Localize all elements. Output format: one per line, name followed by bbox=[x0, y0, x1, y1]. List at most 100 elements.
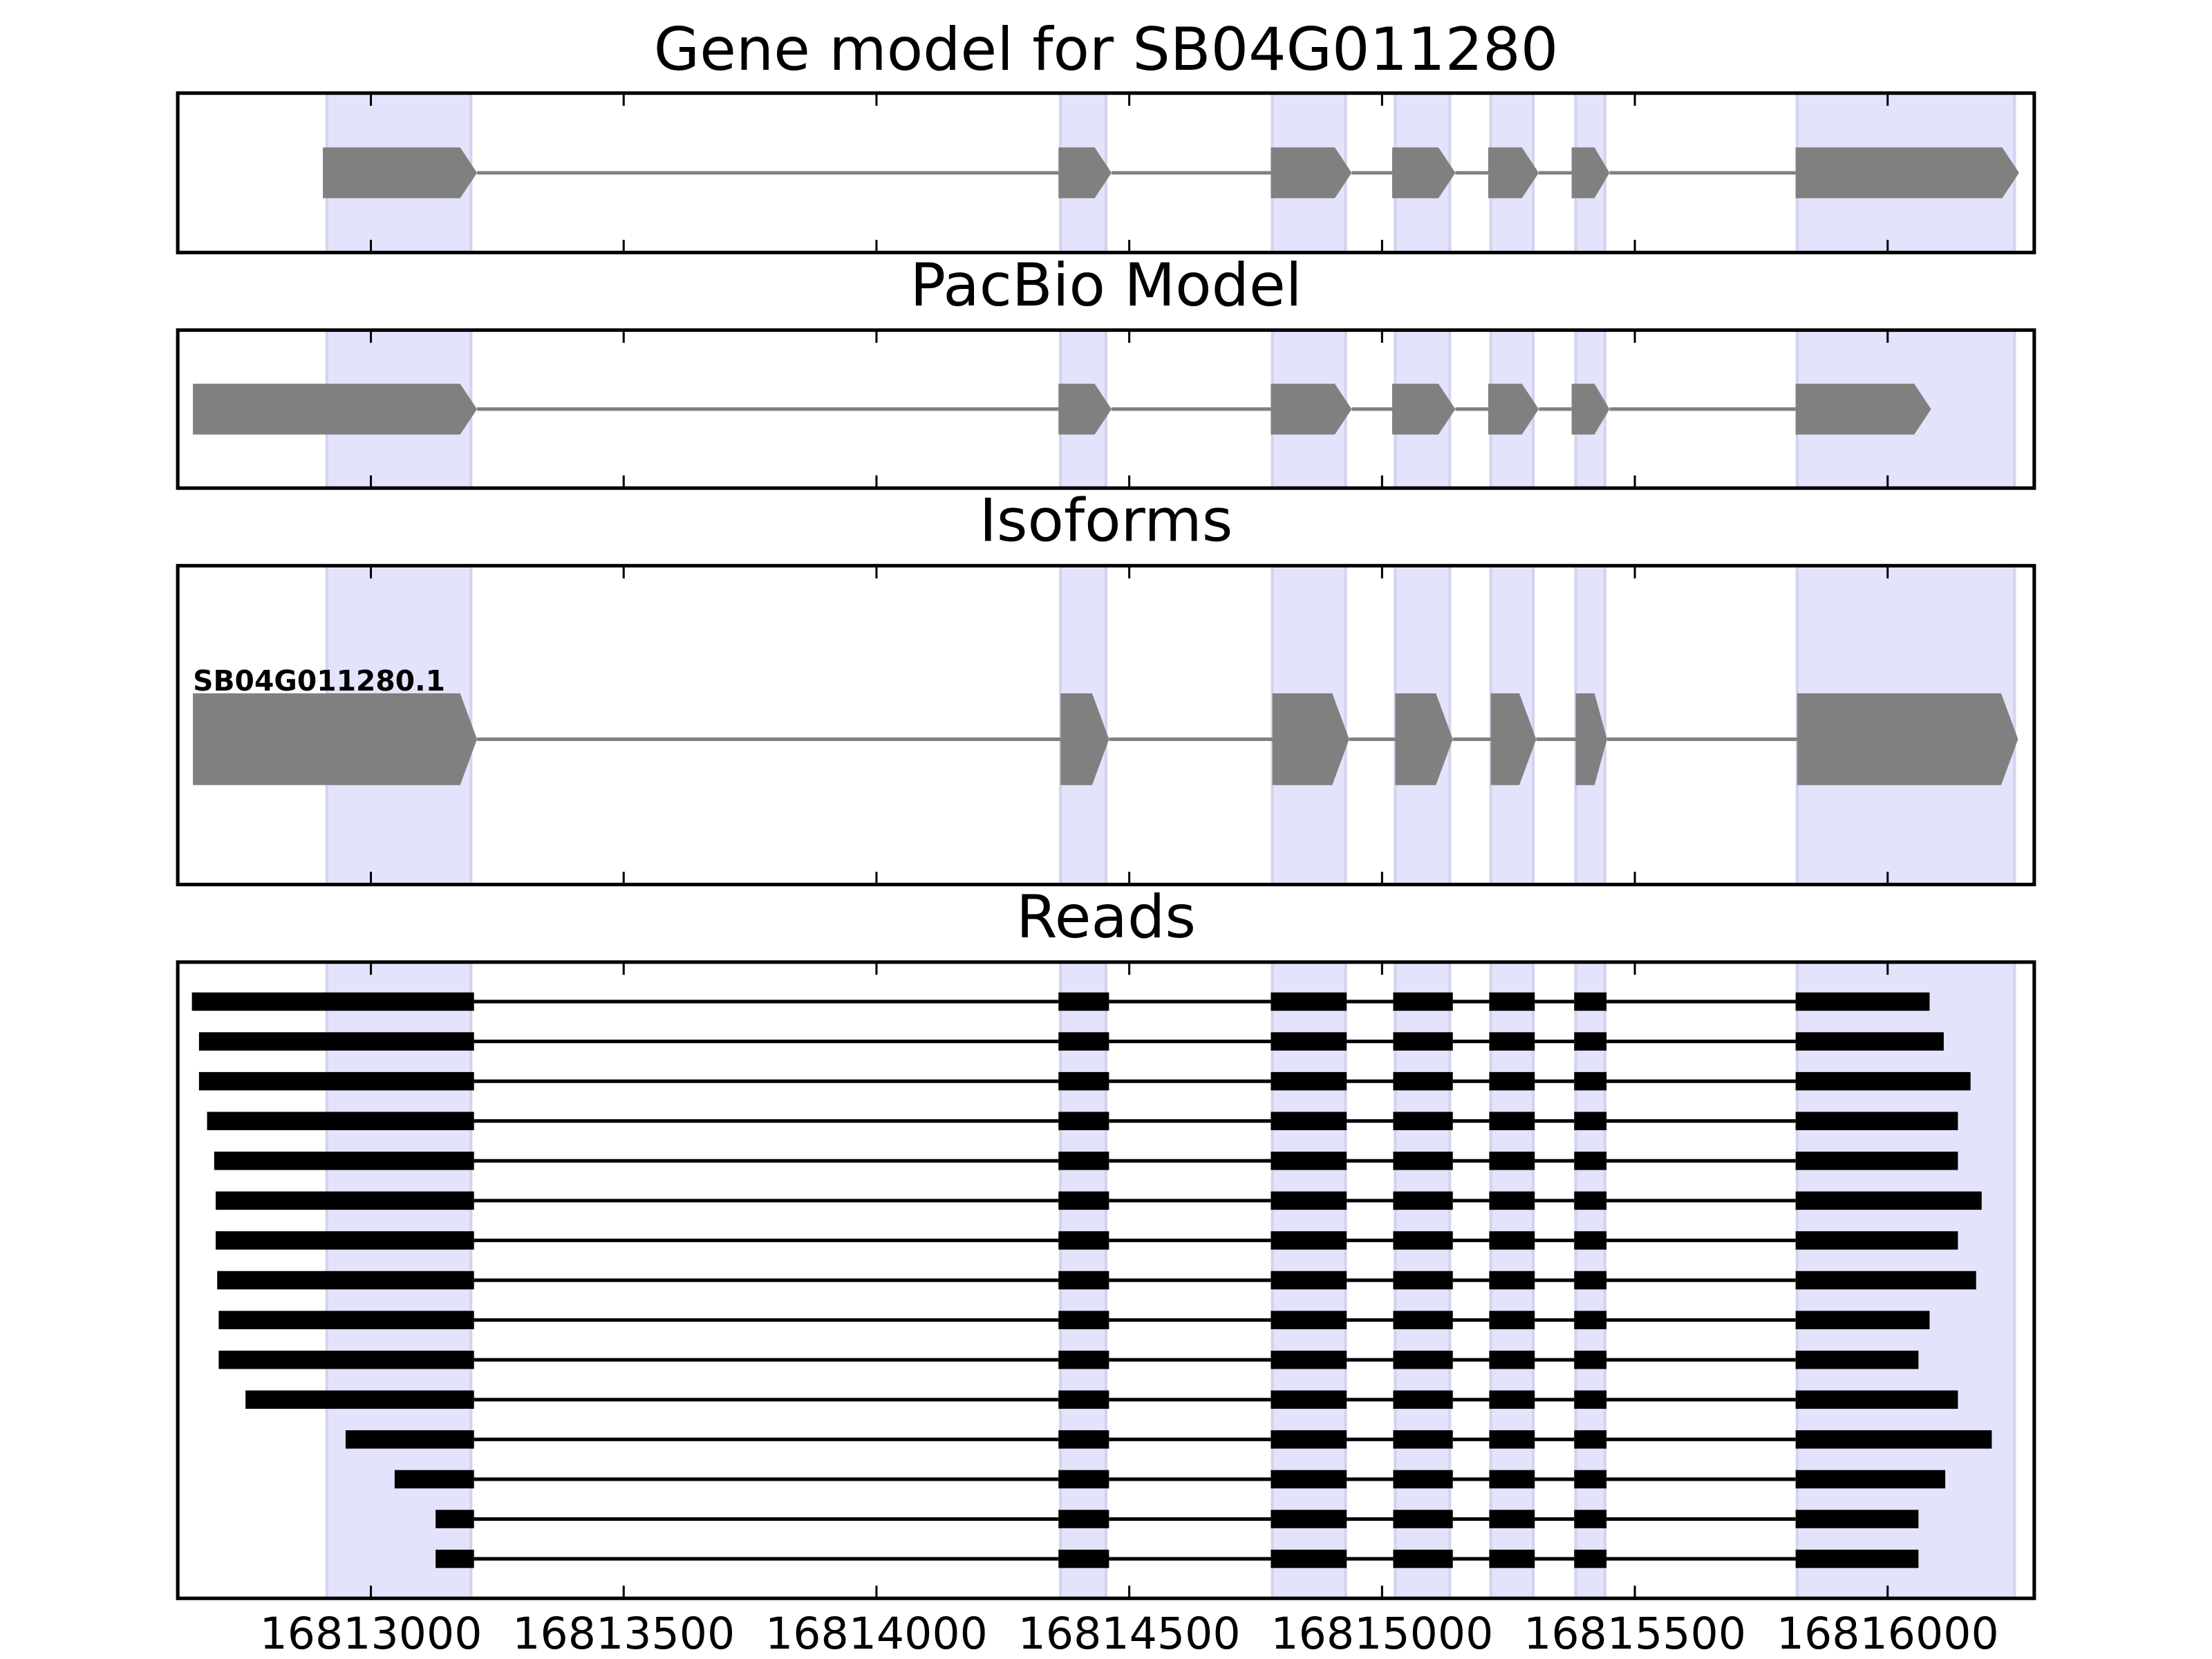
exon bbox=[1574, 1271, 1607, 1290]
exon bbox=[1271, 1112, 1347, 1130]
exon bbox=[1574, 1112, 1607, 1130]
exon bbox=[1571, 147, 1610, 198]
exon bbox=[1795, 1311, 1930, 1329]
exon bbox=[1058, 147, 1112, 198]
exon bbox=[1795, 1549, 1919, 1568]
exon bbox=[218, 1350, 474, 1369]
exon bbox=[1058, 1231, 1109, 1250]
exon bbox=[1795, 1510, 1919, 1528]
exon bbox=[1393, 1112, 1453, 1130]
x-tick-label: 16813000 bbox=[260, 1608, 482, 1659]
exon bbox=[1393, 1152, 1453, 1170]
exon bbox=[1271, 1549, 1347, 1568]
exon bbox=[1058, 1390, 1109, 1409]
exon bbox=[1393, 1510, 1453, 1528]
exon bbox=[218, 1311, 474, 1329]
exon bbox=[1574, 1032, 1607, 1051]
exon bbox=[1058, 1112, 1109, 1130]
exon bbox=[1795, 1430, 1992, 1449]
exon bbox=[1393, 1470, 1453, 1489]
exon bbox=[1271, 147, 1352, 198]
exon bbox=[1058, 1152, 1109, 1170]
exon bbox=[1574, 1152, 1607, 1170]
x-tick-label: 16814000 bbox=[765, 1608, 988, 1659]
exon bbox=[1795, 1231, 1958, 1250]
exon bbox=[1574, 1231, 1607, 1250]
exon bbox=[1058, 384, 1112, 435]
exon bbox=[1489, 1311, 1535, 1329]
panel-title: Reads bbox=[1016, 883, 1196, 952]
exon bbox=[1271, 384, 1352, 435]
exon bbox=[1271, 1390, 1347, 1409]
exon bbox=[1574, 1311, 1607, 1329]
exon bbox=[1058, 1071, 1109, 1091]
exon bbox=[1574, 992, 1607, 1011]
exon bbox=[1393, 1350, 1453, 1369]
x-tick-label: 16815500 bbox=[1524, 1608, 1746, 1659]
exon bbox=[1489, 1071, 1535, 1091]
exon bbox=[1795, 384, 1931, 435]
exon bbox=[1488, 384, 1539, 435]
exon bbox=[1489, 992, 1535, 1011]
exon bbox=[1393, 1191, 1453, 1210]
exon bbox=[1271, 1152, 1347, 1170]
exon bbox=[1489, 1430, 1535, 1449]
exon bbox=[435, 1510, 474, 1528]
exon bbox=[1271, 1510, 1347, 1528]
exon bbox=[1393, 1071, 1453, 1091]
exon bbox=[1393, 1430, 1453, 1449]
exon bbox=[1489, 1390, 1535, 1409]
panel-frame bbox=[176, 563, 2036, 887]
exon bbox=[1571, 384, 1610, 435]
exon bbox=[1393, 992, 1453, 1011]
exon bbox=[1271, 1071, 1347, 1091]
panel-frame bbox=[176, 960, 2036, 1600]
panel-frame bbox=[176, 91, 2036, 254]
exon bbox=[1574, 1430, 1607, 1449]
exon bbox=[193, 384, 478, 435]
exon bbox=[215, 1231, 474, 1250]
exon bbox=[323, 147, 478, 198]
exon bbox=[1271, 1191, 1347, 1210]
exon bbox=[1489, 1152, 1535, 1170]
exon bbox=[1488, 147, 1539, 198]
exon bbox=[1490, 693, 1537, 785]
exon bbox=[1271, 1430, 1347, 1449]
panel-title: Isoforms bbox=[980, 487, 1233, 556]
exon bbox=[1058, 1311, 1109, 1329]
exon bbox=[1058, 992, 1109, 1011]
exon bbox=[1271, 1231, 1347, 1250]
exon bbox=[1795, 1271, 1976, 1290]
exon bbox=[1574, 1071, 1607, 1091]
exon bbox=[1271, 992, 1347, 1011]
x-tick-label: 16813500 bbox=[512, 1608, 735, 1659]
exon bbox=[1489, 1470, 1535, 1489]
exon bbox=[1795, 992, 1930, 1011]
x-tick-label: 16814500 bbox=[1018, 1608, 1241, 1659]
exon bbox=[1574, 1470, 1607, 1489]
exon bbox=[1795, 1470, 1946, 1489]
exon bbox=[1489, 1112, 1535, 1130]
exon bbox=[1271, 1311, 1347, 1329]
panel-title: PacBio Model bbox=[910, 251, 1302, 320]
exon bbox=[1795, 1191, 1982, 1210]
exon bbox=[1058, 1191, 1109, 1210]
exon bbox=[1271, 1032, 1347, 1051]
exon bbox=[1574, 1549, 1607, 1568]
exon bbox=[1574, 1191, 1607, 1210]
exon bbox=[1060, 693, 1109, 785]
exon bbox=[1391, 147, 1456, 198]
exon bbox=[1574, 1390, 1607, 1409]
exon bbox=[1058, 1032, 1109, 1051]
exon bbox=[214, 1152, 474, 1170]
exon bbox=[1395, 693, 1453, 785]
exon bbox=[1489, 1271, 1535, 1290]
exon bbox=[394, 1470, 474, 1489]
exon bbox=[217, 1271, 474, 1290]
exon bbox=[1271, 1350, 1347, 1369]
exon bbox=[1393, 1311, 1453, 1329]
exon bbox=[1393, 1032, 1453, 1051]
exon bbox=[1489, 1032, 1535, 1051]
